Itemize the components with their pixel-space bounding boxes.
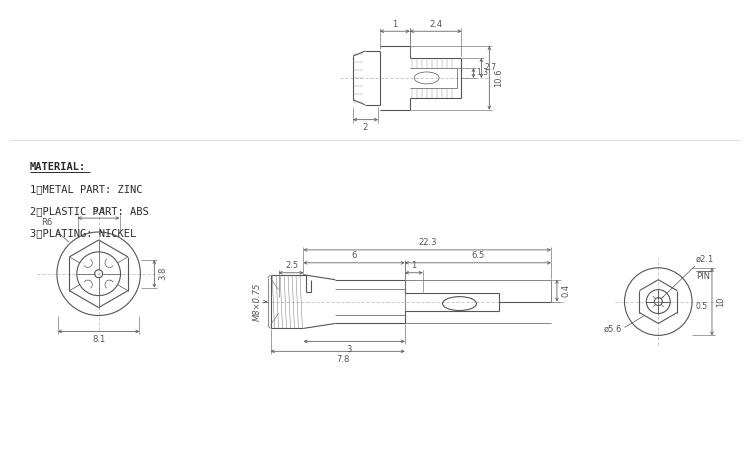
Text: 3、PLATING: NICKEL: 3、PLATING: NICKEL [30,228,136,238]
Text: 2、PLASTIC PART: ABS: 2、PLASTIC PART: ABS [30,206,149,216]
Text: 2.5: 2.5 [285,262,298,270]
Text: 1: 1 [411,262,416,270]
Text: 2.4: 2.4 [429,20,442,29]
Text: MATERIAL:: MATERIAL: [30,163,86,172]
Text: 5.4: 5.4 [92,206,105,216]
Text: 10.6: 10.6 [494,69,503,87]
Text: 1、METAL PART: ZINC: 1、METAL PART: ZINC [30,184,142,194]
Text: ø2.1: ø2.1 [696,255,715,264]
Text: 1: 1 [392,20,398,29]
Text: 6.5: 6.5 [471,251,485,261]
Text: 22.3: 22.3 [418,239,437,248]
Text: 0.5: 0.5 [695,302,707,311]
Text: 0.4: 0.4 [561,284,570,297]
Text: 6: 6 [351,251,357,261]
Text: 8.1: 8.1 [92,335,106,344]
Text: 3: 3 [347,345,352,354]
Text: ø5.6: ø5.6 [604,325,622,334]
Text: 2.7: 2.7 [485,64,497,72]
Text: PIN: PIN [696,272,710,281]
Text: M8×0.75: M8×0.75 [253,283,262,321]
Text: 7.8: 7.8 [336,355,349,364]
Text: 3.8: 3.8 [159,267,168,281]
Text: 10: 10 [717,297,726,307]
Text: R6: R6 [41,218,69,242]
Text: 2: 2 [363,123,368,132]
Text: 1.3: 1.3 [476,69,488,78]
